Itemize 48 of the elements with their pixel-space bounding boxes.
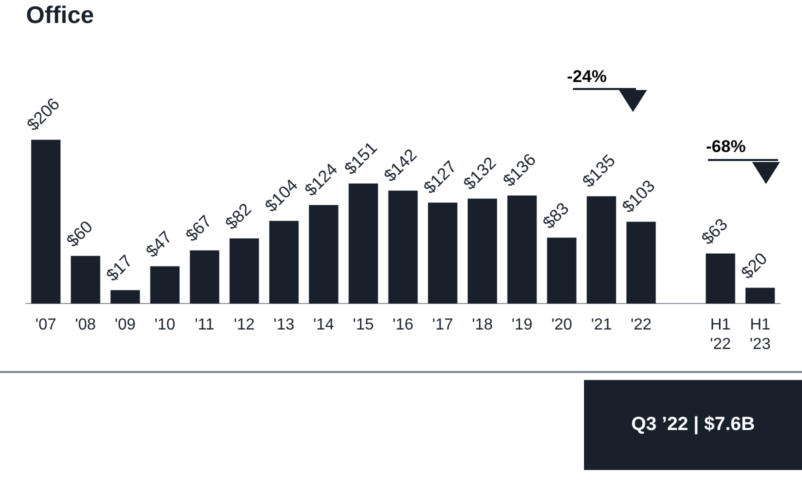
x-tick-label: '09 [114,316,136,334]
bar [706,254,736,304]
chart-title: Office [26,2,94,30]
bar [468,198,498,304]
bar [70,256,100,304]
annotation: -68% [706,137,746,156]
bar [230,238,259,304]
bar [507,195,537,304]
x-tick-label: '07 [35,316,56,334]
x-tick-label: H1 '22 [710,316,731,353]
x-tick-label: '15 [352,316,374,334]
bar [388,190,418,304]
bar [150,266,180,304]
x-tick-label: '11 [194,316,215,334]
text: Q3 ’22 | $7.6B [584,380,802,470]
bar [31,140,61,304]
data-label: $47 [142,228,176,262]
x-tick-label: '12 [234,316,255,334]
data-label: $83 [539,198,573,232]
data-label: $63 [698,214,732,248]
x-tick-label: '08 [75,316,96,334]
bar [308,204,338,304]
x-tick-label: '19 [512,316,533,334]
x-tick-label: '17 [432,316,454,334]
bar [110,290,140,304]
bar [428,202,458,304]
bar [745,288,775,304]
text: -24% [567,67,607,86]
x-tick-label: '22 [630,316,652,334]
bar [348,184,378,304]
x-tick-label: '18 [472,316,493,334]
x-tick-label: '10 [154,316,176,334]
x-tick-label: H1 '23 [750,316,771,353]
x-tick-label: '21 [590,316,612,334]
x-tick-label: '20 [551,316,572,334]
data-label: $17 [102,251,136,285]
data-label: $20 [738,249,772,283]
bar [547,238,576,304]
bar [626,222,656,304]
data-label: $82 [222,200,256,234]
x-tick-label: '13 [274,316,294,334]
data-label: $60 [62,217,96,251]
data-label: $67 [182,212,216,246]
x-tick-label: '14 [313,316,334,334]
bar [269,220,299,304]
bar [190,250,220,304]
x-tick-label: '16 [392,316,414,334]
bar [586,196,616,304]
